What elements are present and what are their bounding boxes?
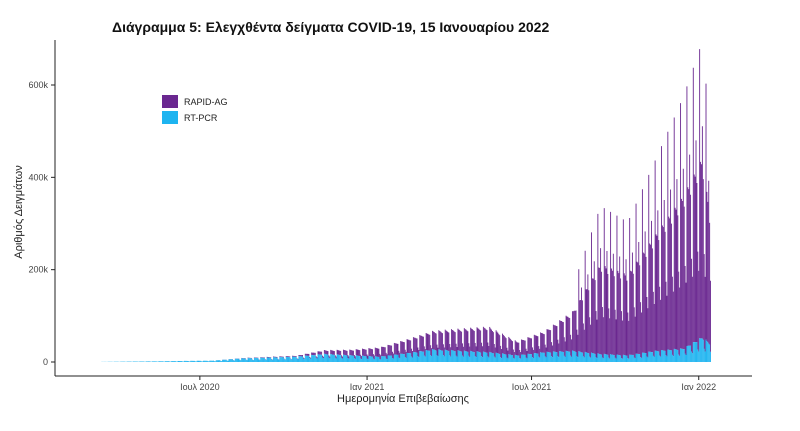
- legend-swatch-rapid-ag: [162, 95, 178, 108]
- y-tick-label-1: 200k: [28, 265, 48, 275]
- series-rt-pcr: [101, 338, 712, 362]
- legend-label-rapid-ag: RAPID-AG: [184, 97, 228, 107]
- x-tick-label-0: Ιουλ 2020: [180, 382, 219, 392]
- y-tick-label-0: 0: [43, 357, 48, 367]
- x-axis-ticks: Ιουλ 2020 Ιαν 2021 Ιουλ 2021 Ιαν 2022: [180, 376, 716, 392]
- x-tick-label-2: Ιουλ 2021: [512, 382, 551, 392]
- y-axis-ticks: 0 200k 400k 600k: [28, 80, 55, 367]
- series-rapid-ag: [213, 49, 712, 362]
- x-tick-label-1: Ιαν 2021: [350, 382, 385, 392]
- x-axis-label: Ημερομηνία Επιβεβαίωσης: [337, 393, 469, 405]
- legend-label-rt-pcr: RT-PCR: [184, 113, 218, 123]
- y-axis-label: Αριθμός Δειγμάτων: [13, 165, 25, 259]
- chart-title: Διάγραμμα 5: Ελεγχθέντα δείγματα COVID-1…: [112, 19, 549, 35]
- legend-swatch-rt-pcr: [162, 111, 178, 124]
- y-tick-label-2: 400k: [28, 172, 48, 182]
- legend: RAPID-AG RT-PCR: [162, 95, 228, 124]
- y-tick-label-3: 600k: [28, 80, 48, 90]
- x-tick-label-3: Ιαν 2022: [681, 382, 716, 392]
